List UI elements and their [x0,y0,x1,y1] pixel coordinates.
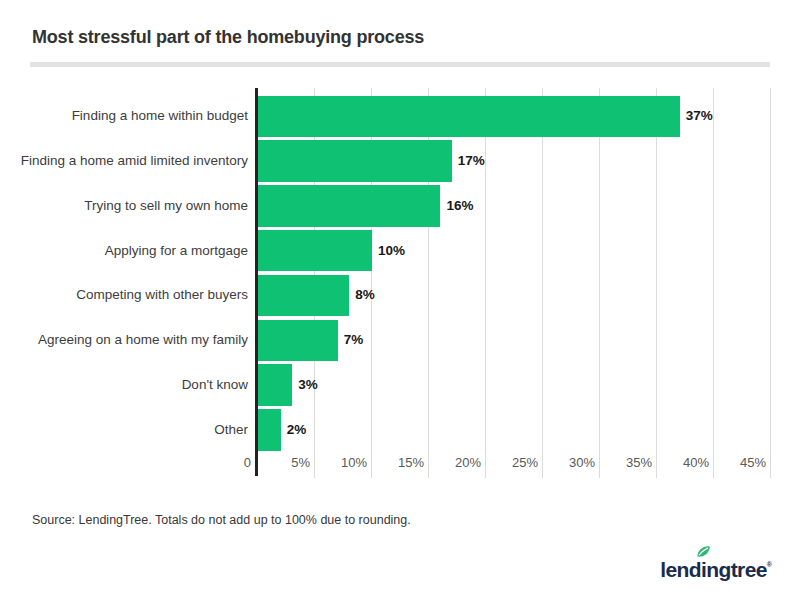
gridline [485,88,486,478]
x-axis-tick-label: 40% [655,455,709,471]
value-label: 10% [378,242,405,260]
category-label: Applying for a mortgage [18,242,248,260]
bar [258,275,349,317]
logo-text-lend: lend [660,558,701,581]
x-axis-tick-label: 10% [313,455,367,471]
x-axis-tick-label: 20% [427,455,481,471]
category-label: Competing with other buyers [18,286,248,304]
gridline [542,88,543,478]
logo-text-ngtree: ngtree [706,558,767,581]
category-label: Agreeing on a home with my family [18,331,248,349]
x-axis-tick-label: 30% [541,455,595,471]
gridline [599,88,600,478]
value-label: 16% [446,197,473,215]
value-label: 3% [298,376,318,394]
category-label: Other [18,421,248,439]
value-label: 2% [287,421,307,439]
bar [258,96,680,138]
value-label: 7% [344,331,364,349]
source-note: Source: LendingTree. Totals do not add u… [32,513,411,527]
x-axis-tick-label: 45% [712,455,766,471]
leaf-icon [695,543,711,559]
bar [258,364,292,406]
lendingtree-logo: lendingtree® [560,558,772,582]
x-axis-tick-label: 5% [256,455,310,471]
category-label: Finding a home amid limited inventory [18,152,248,170]
x-axis-tick-label: 35% [598,455,652,471]
gridline [656,88,657,478]
gridline [713,88,714,478]
category-label: Don't know [18,376,248,394]
value-label: 8% [355,286,375,304]
bar [258,230,372,272]
registered-mark: ® [767,561,772,568]
bar [258,409,281,451]
bar [258,185,440,227]
x-axis-tick-label: 25% [484,455,538,471]
gridline [770,88,771,478]
category-label: Trying to sell my own home [18,197,248,215]
value-label: 17% [458,152,485,170]
x-axis-tick-label: 15% [370,455,424,471]
logo-letter-i: i [701,558,706,581]
bar [258,140,452,182]
x-axis-tick-label: 0 [197,455,251,471]
value-label: 37% [686,107,713,125]
chart-page: Most stressful part of the homebuying pr… [0,0,800,600]
category-label: Finding a home within budget [18,107,248,125]
bar [258,320,338,362]
horizontal-bar-chart: Finding a home within budget 37% Finding a… [0,0,800,500]
